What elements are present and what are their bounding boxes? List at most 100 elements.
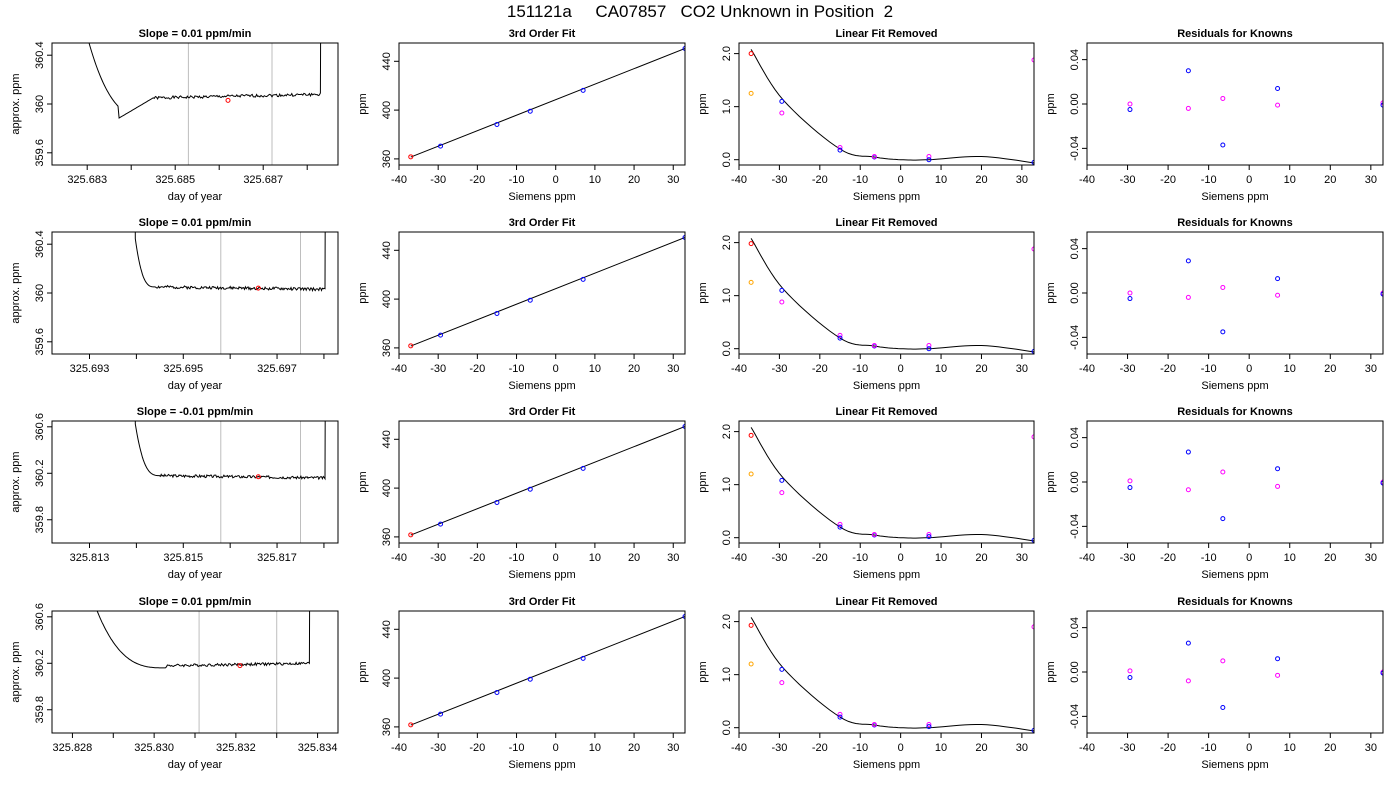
data-point [779,477,785,483]
x-tick-label: -20 [469,552,485,564]
data-point [1275,483,1281,489]
panel-linres-row-2: Linear Fit Removed -40 -30 -20 -10 0 10 20 30 0.0… [697,217,1035,392]
fit-line [410,237,685,347]
y-axis-label: ppm [697,661,709,682]
y-axis-label: ppm [357,282,369,303]
data-point [871,343,877,349]
y-tick-label: -0.04 [1069,136,1081,161]
x-tick-label: -40 [731,552,747,564]
y-tick-label: 360.6 [34,413,46,441]
y-tick-label: 0.00 [1069,471,1081,492]
data-point [926,154,932,160]
x-tick-label: 0 [898,174,904,186]
data-point [1127,107,1133,113]
data-point [837,332,843,338]
data-point [1220,329,1226,335]
x-tick-label: 20 [1324,363,1336,375]
x-tick-label: 325.817 [257,552,297,564]
y-tick-label: 359.8 [34,506,46,534]
plot-frame [51,231,339,355]
x-tick-label: -10 [1201,552,1217,564]
x-tick-label: 30 [667,363,679,375]
x-tick-label: -20 [812,552,828,564]
x-tick-label: 20 [975,174,987,186]
x-tick-label: 20 [628,742,640,754]
data-point [1275,292,1281,298]
panel-linres-row-3: Linear Fit Removed -40 -30 -20 -10 0 10 20 30 0.0… [697,406,1035,581]
data-point [1127,485,1133,491]
data-point [837,521,843,527]
x-tick-label: 325.815 [163,552,203,564]
x-tick-label: 10 [935,552,947,564]
y-tick-label: -0.04 [1069,325,1081,350]
data-point [1380,291,1383,297]
data-point [1275,276,1281,282]
panel-title: Linear Fit Removed [835,28,937,40]
x-tick-label: -30 [430,363,446,375]
x-tick-label: 325.834 [298,742,338,754]
mean-point [237,663,243,669]
x-tick-label: -40 [731,742,747,754]
data-point [926,722,932,728]
data-point [1127,675,1133,681]
y-axis-label: approx. ppm [10,451,22,512]
panel-fit-row-3: 3rd Order Fit -40 -30 -20 -10 0 10 20 30 360 400 44… [357,406,686,581]
x-axis-label: Siemens ppm [1201,380,1268,392]
panel-title: Residuals for Knowns [1177,28,1293,40]
y-axis-label: ppm [1045,471,1057,492]
data-point [438,332,444,338]
data-point [748,661,754,667]
plot-frame [738,420,1035,544]
x-tick-label: 325.697 [257,363,297,375]
data-point [1185,105,1191,111]
panel-resid-row-1: Residuals for Knowns -40 -30 -20 -10 0 10 20 30 -… [1045,28,1384,203]
x-tick-label: -30 [430,742,446,754]
data-point [748,90,754,96]
y-tick-label: 359.6 [34,328,46,356]
plot-frame [738,42,1035,166]
x-tick-label: 325.693 [70,363,110,375]
x-tick-label: -30 [430,552,446,564]
x-tick-label: -10 [509,174,525,186]
x-axis-label: Siemens ppm [853,569,920,581]
co2-trace [134,232,326,293]
data-point [1127,101,1133,107]
plot-frame [398,42,686,166]
x-tick-label: 0 [898,552,904,564]
x-tick-label: 20 [1324,552,1336,564]
data-point [1275,102,1281,108]
y-tick-label: 2.0 [721,614,733,629]
panel-title: Slope = 0.01 ppm/min [139,596,252,608]
x-tick-label: -20 [812,174,828,186]
y-axis-label: approx. ppm [10,73,22,134]
data-point [1185,258,1191,264]
x-axis-label: day of year [168,569,223,581]
data-point [1031,727,1034,733]
x-tick-label: 0 [553,174,559,186]
x-tick-label: 10 [935,174,947,186]
x-tick-label: 30 [1365,174,1377,186]
data-point [1275,656,1281,662]
plot-frame [738,610,1035,734]
data-point [682,45,685,51]
fit-line [410,616,685,726]
page-title: 151121a CA07857 CO2 Unknown in Position … [506,2,894,21]
data-point [837,147,843,153]
x-tick-label: 0 [553,363,559,375]
x-axis-label: Siemens ppm [508,569,575,581]
panel-title: Residuals for Knowns [1177,217,1293,229]
y-tick-label: 2.0 [721,235,733,250]
x-tick-label: 10 [1284,174,1296,186]
y-axis-label: ppm [697,282,709,303]
data-point [926,532,932,538]
data-point [494,121,500,127]
panel-trace-row-3: Slope = -0.01 ppm/min 325.813 325.815 325.8… [10,406,339,581]
y-tick-label: 360 [34,95,46,113]
x-tick-label: -40 [731,174,747,186]
data-point [1031,434,1034,440]
x-tick-label: -20 [469,363,485,375]
data-point [1031,57,1034,63]
data-point [779,490,785,496]
x-tick-label: 20 [975,742,987,754]
